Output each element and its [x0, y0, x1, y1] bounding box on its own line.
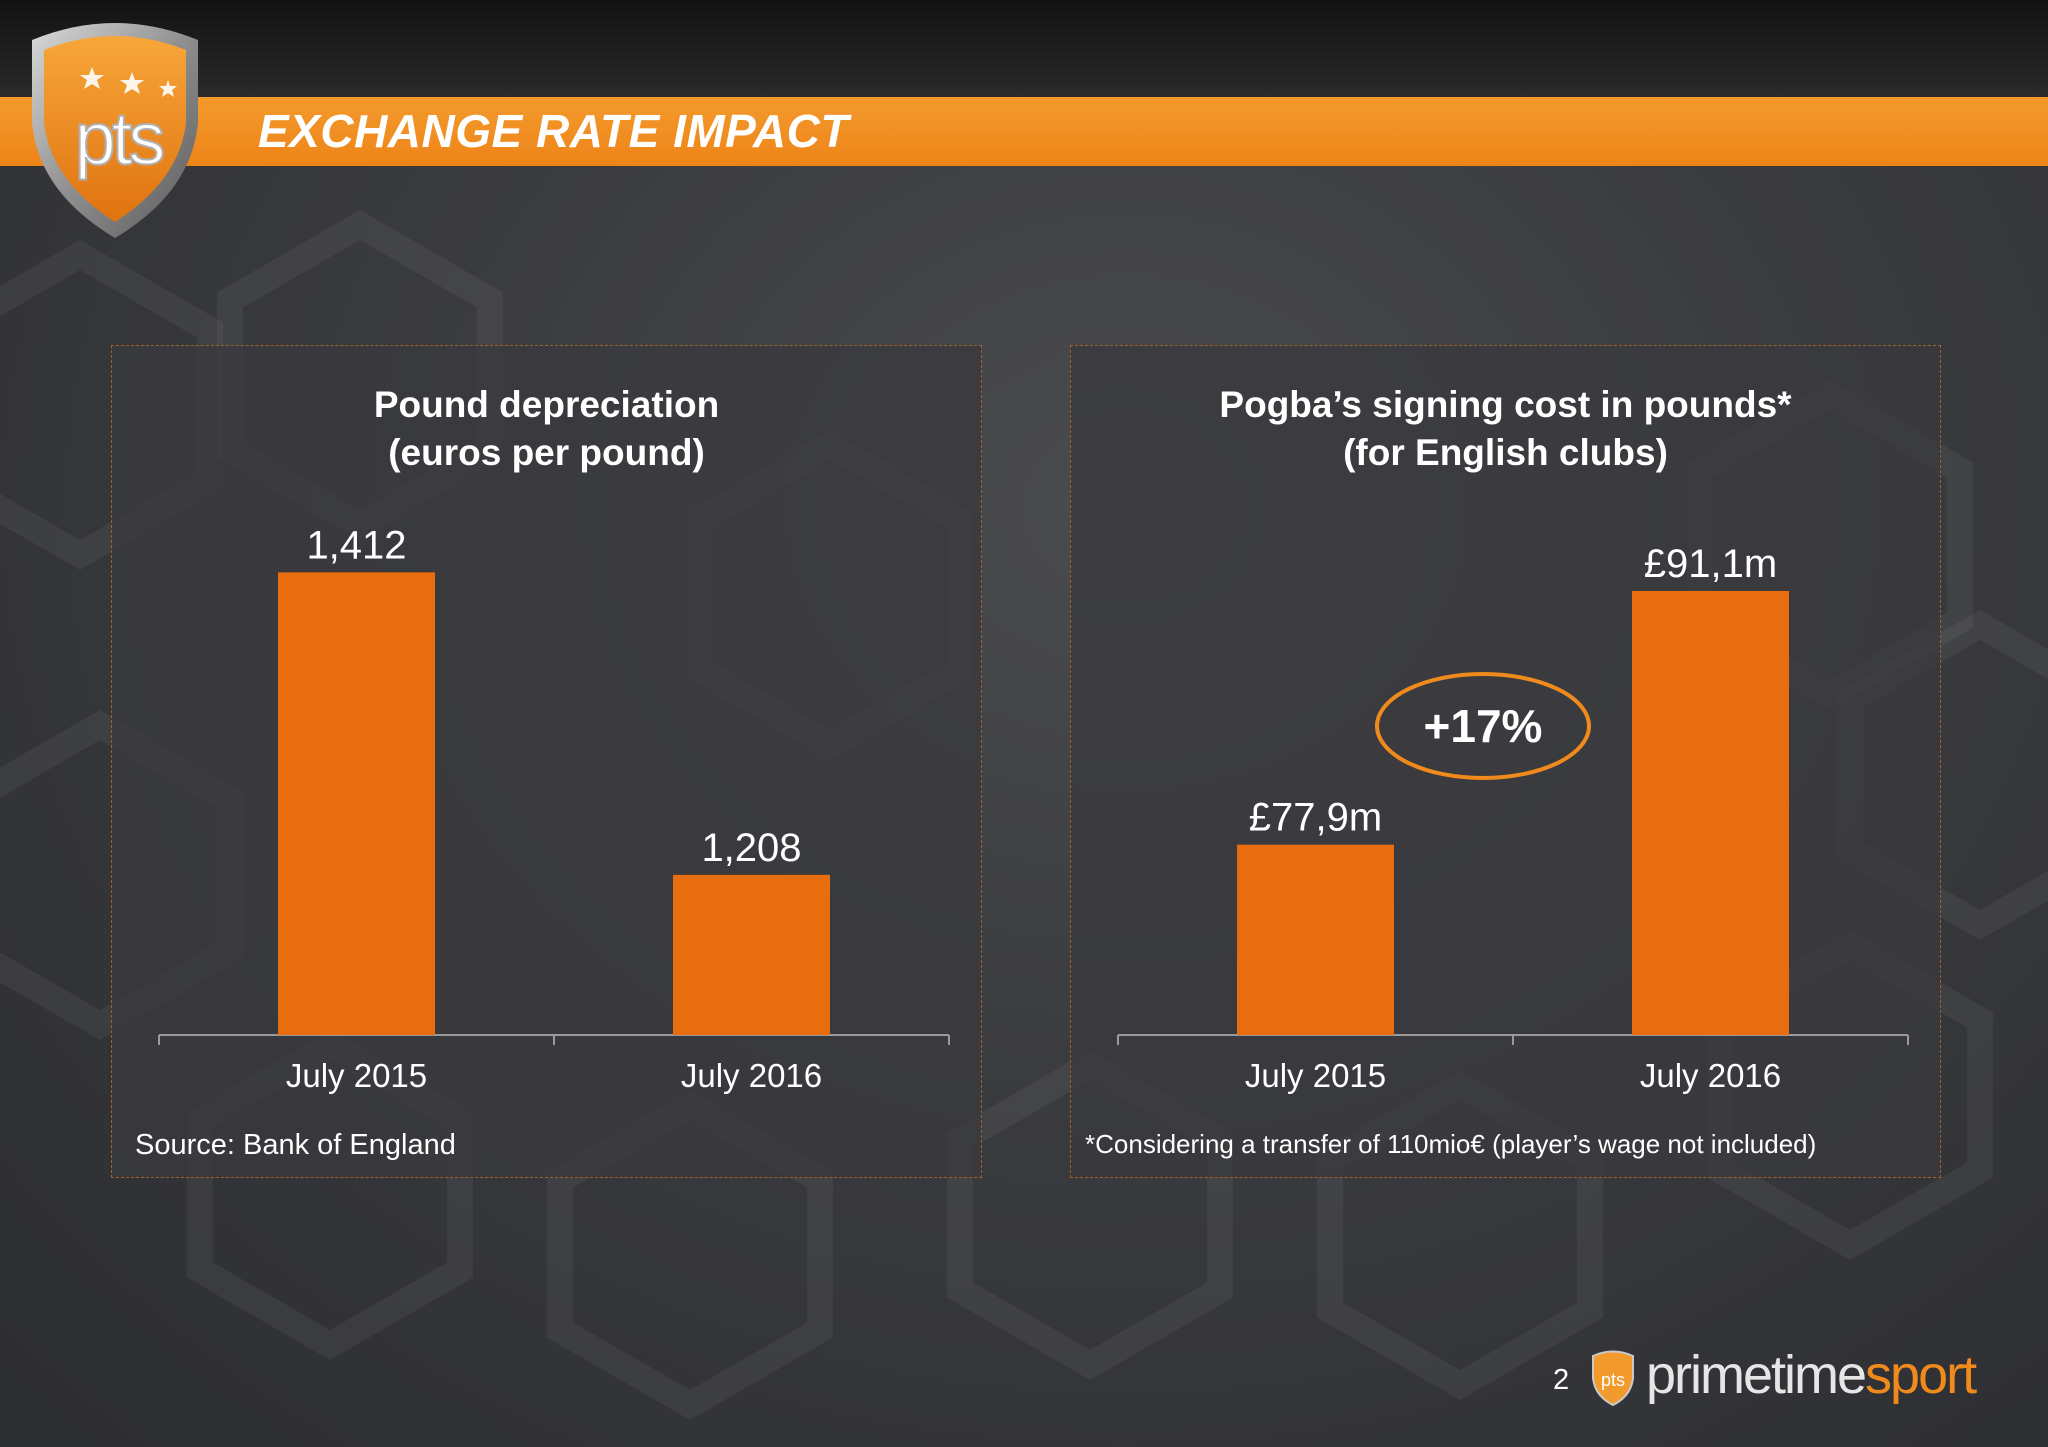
brand-wordmark: primetimesport: [1646, 1345, 1977, 1405]
data-label: £91,1m: [1644, 542, 1777, 586]
chart-title: Pogba’s signing cost in pounds* (for Eng…: [1071, 381, 1940, 477]
top-dark-band: [0, 0, 2048, 97]
pts-shield-logo: pts: [32, 23, 198, 238]
change-annotation: +17%: [1424, 700, 1543, 752]
panel-pound-depreciation: Pound depreciation (euros per pound) 1,4…: [111, 345, 982, 1178]
panel-pogba-signing-cost: Pogba’s signing cost in pounds* (for Eng…: [1070, 345, 1941, 1178]
title-bar: [0, 97, 2048, 166]
data-label: 1,208: [701, 826, 801, 870]
data-label: 1,412: [306, 523, 406, 567]
source-note: Source: Bank of England: [135, 1129, 456, 1161]
chart-title-line-2: (euros per pound): [388, 432, 705, 473]
bar: [1632, 590, 1789, 1035]
x-tick-label: July 2016: [681, 1057, 822, 1094]
brand-part-1: primetime: [1646, 1345, 1867, 1405]
bar: [1237, 844, 1394, 1035]
chart-pound-depreciation: 1,412 July 2015 1,208 July 2016: [158, 523, 950, 1094]
chart-title-line-1: Pogba’s signing cost in pounds*: [1219, 384, 1792, 425]
brand-part-2: sport: [1865, 1345, 1977, 1405]
logo-text: pts: [75, 97, 164, 180]
change-ellipse: [1375, 672, 1591, 780]
data-label: £77,9m: [1249, 796, 1382, 840]
x-tick-label: July 2015: [1245, 1057, 1386, 1094]
chart-title-line-2: (for English clubs): [1343, 432, 1668, 473]
page-title: EXCHANGE RATE IMPACT: [258, 105, 849, 157]
footnote: *Considering a transfer of 110mio€ (play…: [1085, 1129, 1817, 1159]
x-tick-label: July 2015: [286, 1057, 427, 1094]
chart-title: Pound depreciation (euros per pound): [112, 381, 981, 477]
chart-pogba-signing-cost: £77,9m July 2015 £91,1m July 2016 +17%: [1117, 542, 1909, 1094]
logo-text: pts: [1601, 1370, 1625, 1390]
pts-small-shield-logo: pts: [1592, 1350, 1634, 1406]
star-icon: [80, 67, 177, 97]
page-number: 2: [1553, 1364, 1570, 1396]
bar: [278, 572, 435, 1035]
chart-title-line-1: Pound depreciation: [373, 384, 720, 425]
x-tick-label: July 2016: [1640, 1057, 1781, 1094]
bar: [673, 874, 830, 1035]
